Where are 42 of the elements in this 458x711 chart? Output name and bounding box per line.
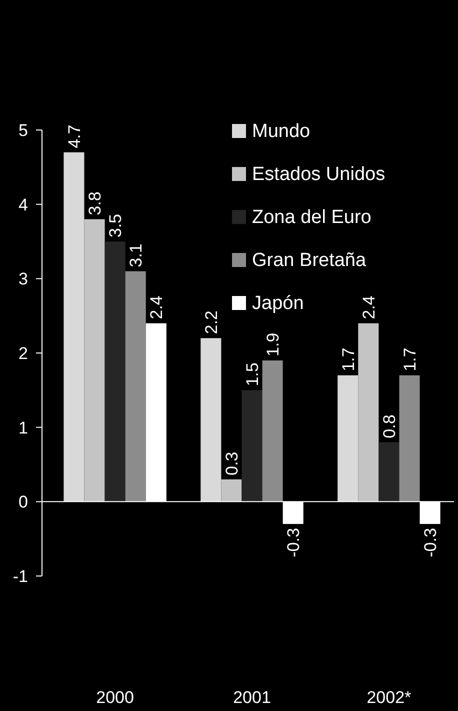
y-tick-label: 2 (18, 344, 28, 363)
data-label: 1.7 (338, 348, 358, 372)
legend-label: Gran Bretaña (252, 250, 366, 271)
x-tick-label: 2000 (96, 688, 134, 707)
y-tick-label: -1 (12, 566, 28, 586)
data-label: 2.4 (359, 296, 378, 320)
bar (125, 271, 146, 502)
data-label: -0.3 (421, 528, 440, 558)
y-tick-label: 0 (18, 492, 28, 512)
data-label: 2.4 (147, 296, 166, 320)
x-tick-label: 2002* (366, 688, 412, 707)
legend-label: Mundo (252, 121, 310, 142)
y-tick-label: 1 (18, 418, 28, 438)
data-label: 2.2 (202, 310, 221, 334)
data-label: 3.1 (126, 244, 146, 268)
bar (200, 338, 222, 502)
data-label: 1.7 (400, 348, 420, 372)
y-tick-label: 5 (18, 120, 28, 140)
bar (378, 442, 400, 502)
bar (358, 323, 379, 502)
bar (64, 152, 84, 502)
bar (242, 390, 262, 502)
bar (221, 479, 242, 502)
y-tick-label: 4 (18, 195, 28, 214)
bar (84, 219, 105, 502)
data-label: 3.8 (86, 192, 105, 216)
data-label: 1.9 (264, 332, 283, 356)
data-label: 3.5 (106, 214, 126, 238)
y-tick-label: 3 (18, 270, 28, 289)
legend-label: Zona del Euro (252, 207, 372, 228)
bar (399, 375, 420, 502)
bar (104, 242, 126, 502)
x-tick-label: 2001 (233, 688, 271, 707)
data-label: 0.3 (222, 452, 242, 476)
bar (338, 375, 358, 502)
bar (262, 360, 283, 502)
data-label: 4.7 (64, 124, 84, 148)
legend-label: Japón (252, 293, 304, 314)
legend-label: Estados Unidos (252, 164, 386, 185)
data-label: 1.5 (243, 362, 262, 386)
data-label: 0.8 (380, 414, 399, 438)
data-label: -0.3 (284, 528, 304, 558)
